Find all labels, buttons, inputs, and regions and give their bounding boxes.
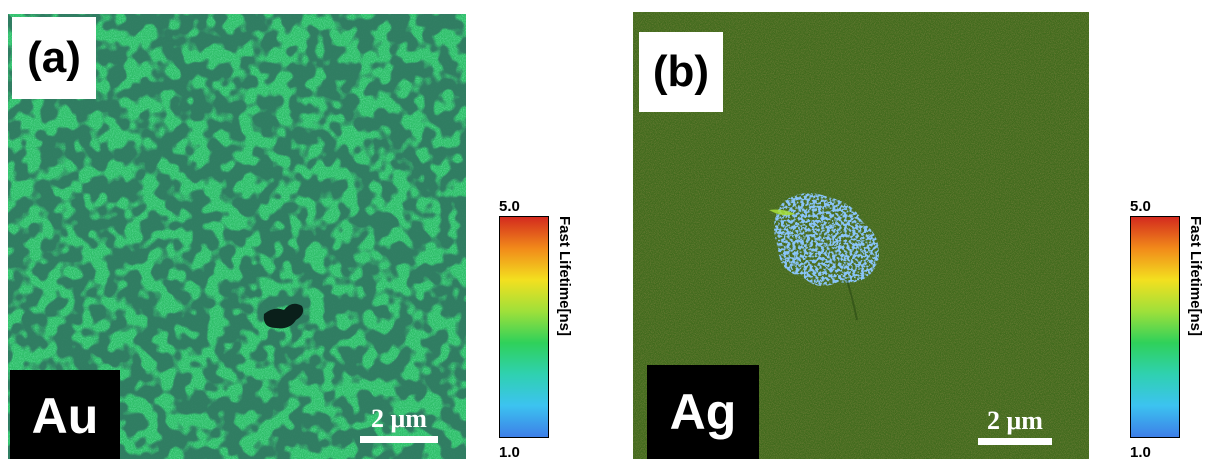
dark-particle <box>263 303 304 329</box>
colorbar-gradient <box>1130 216 1180 438</box>
colorbar-gradient <box>499 216 549 438</box>
metal-label-au: Au <box>10 370 120 459</box>
panel-label-b: (b) <box>639 32 723 112</box>
colorbar-title: Fast Lifetime[ns] <box>556 216 573 337</box>
scale-bar-a: 2 μm <box>360 406 438 443</box>
colorbar-b: 5.0 1.0 Fast Lifetime[ns] <box>1128 196 1204 461</box>
scale-bar-b: 2 μm <box>978 408 1052 445</box>
scale-bar-label: 2 μm <box>371 404 427 433</box>
image-panel-au: (a) Au 2 μm <box>8 14 466 459</box>
metal-label-ag: Ag <box>647 365 759 459</box>
colorbar-min-label: 1.0 <box>499 444 520 461</box>
colorbar-max-label: 5.0 <box>1130 198 1151 215</box>
colorbar-min-label: 1.0 <box>1130 444 1151 461</box>
bright-streak <box>769 209 795 216</box>
panel-label-a: (a) <box>12 17 96 99</box>
colorbar-max-label: 5.0 <box>499 198 520 215</box>
colorbar-a: 5.0 1.0 Fast Lifetime[ns] <box>497 196 573 461</box>
scale-bar-label: 2 μm <box>987 406 1043 435</box>
scale-bar-line <box>978 438 1052 445</box>
colorbar-title: Fast Lifetime[ns] <box>1187 216 1204 337</box>
scale-bar-line <box>360 436 438 443</box>
image-panel-ag: (b) Ag 2 μm <box>633 12 1089 459</box>
